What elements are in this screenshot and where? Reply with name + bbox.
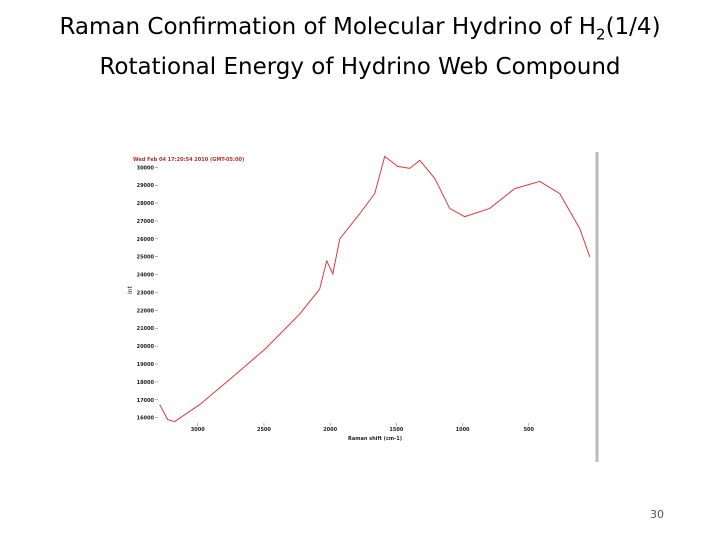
x-tick-label: 2000 [323,427,337,433]
title-line-1: Raman Confirmation of Molecular Hydrino … [0,14,720,44]
y-tick-label: 25000 [137,255,155,261]
chart-header: Wed Feb 04 17:20:54 2010 (GMT-05:00) [133,157,244,163]
x-tick-label: 1500 [389,427,403,433]
y-tick-label: 17000 [137,398,155,404]
y-tick-label: 30000 [137,165,155,171]
title-line-2: Rotational Energy of Hydrino Web Compoun… [99,54,621,80]
y-tick-label: 26000 [137,237,155,243]
x-tick-label: 500 [524,427,535,433]
title-text: (1/4) [605,14,661,40]
title-text: Raman Confirmation of Molecular Hydrino … [59,14,597,40]
y-axis-label: Int [127,285,134,294]
y-tick-label: 27000 [137,219,155,225]
y-tick-label: 18000 [137,380,155,386]
x-axis-label: Raman shift (cm-1) [348,436,402,442]
x-tick-label: 3000 [191,427,205,433]
y-tick-label: 24000 [137,273,155,279]
title-subscript: 2 [596,25,606,44]
y-tick-label: 20000 [137,344,155,350]
spectrum-line [159,155,591,423]
y-tick-label: 28000 [137,201,155,207]
x-tick-label: 1000 [456,427,470,433]
y-tick-label: 21000 [137,326,155,332]
chart-frame [128,152,594,444]
y-tick-label: 22000 [137,308,155,314]
y-tick-label: 19000 [137,362,155,368]
x-tick-label: 2500 [257,427,271,433]
page-number: 30 [650,508,664,521]
y-tick-label: 23000 [137,290,155,296]
y-tick-label: 29000 [137,183,155,189]
y-tick-label: 16000 [137,416,155,422]
